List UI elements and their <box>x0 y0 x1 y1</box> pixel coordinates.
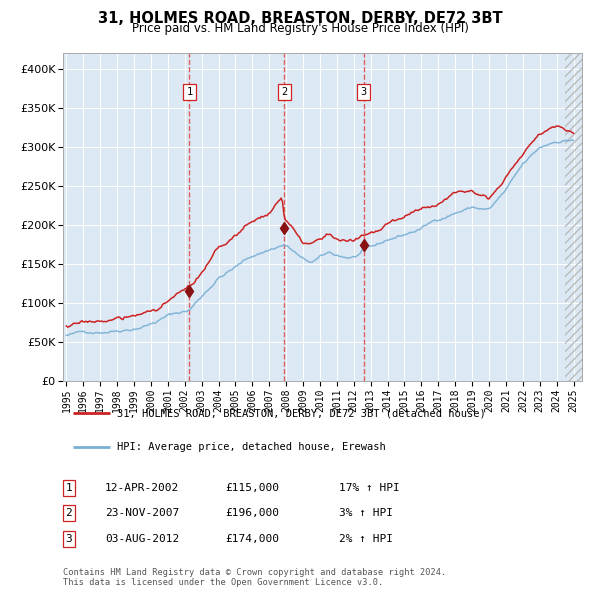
Text: 1: 1 <box>65 483 73 493</box>
Text: 17% ↑ HPI: 17% ↑ HPI <box>339 483 400 493</box>
Text: 31, HOLMES ROAD, BREASTON, DERBY, DE72 3BT (detached house): 31, HOLMES ROAD, BREASTON, DERBY, DE72 3… <box>118 408 486 418</box>
Text: 2% ↑ HPI: 2% ↑ HPI <box>339 535 393 544</box>
Text: 3: 3 <box>65 535 73 544</box>
Text: 2: 2 <box>65 509 73 518</box>
Text: Price paid vs. HM Land Registry's House Price Index (HPI): Price paid vs. HM Land Registry's House … <box>131 22 469 35</box>
Text: £174,000: £174,000 <box>225 535 279 544</box>
Text: £196,000: £196,000 <box>225 509 279 518</box>
Text: 3: 3 <box>361 87 367 97</box>
Text: 03-AUG-2012: 03-AUG-2012 <box>105 535 179 544</box>
Bar <box>565 53 582 381</box>
Text: Contains HM Land Registry data © Crown copyright and database right 2024.
This d: Contains HM Land Registry data © Crown c… <box>63 568 446 587</box>
Text: 12-APR-2002: 12-APR-2002 <box>105 483 179 493</box>
Text: 31, HOLMES ROAD, BREASTON, DERBY, DE72 3BT: 31, HOLMES ROAD, BREASTON, DERBY, DE72 3… <box>98 11 502 25</box>
Text: 2: 2 <box>281 87 287 97</box>
Text: 23-NOV-2007: 23-NOV-2007 <box>105 509 179 518</box>
Text: £115,000: £115,000 <box>225 483 279 493</box>
Text: 1: 1 <box>187 87 193 97</box>
Text: 3% ↑ HPI: 3% ↑ HPI <box>339 509 393 518</box>
Text: HPI: Average price, detached house, Erewash: HPI: Average price, detached house, Erew… <box>118 442 386 453</box>
